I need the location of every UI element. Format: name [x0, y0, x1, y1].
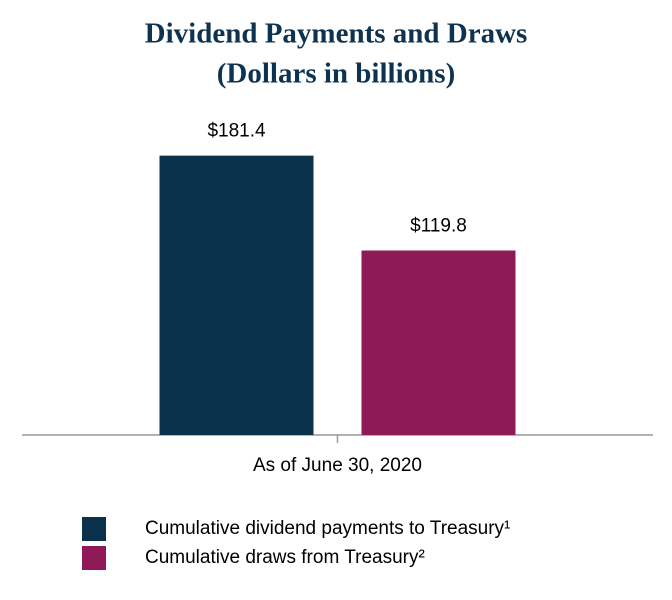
legend-label: Cumulative draws from Treasury²	[145, 547, 425, 568]
chart-subtitle: (Dollars in billions)	[217, 58, 456, 90]
legend-label: Cumulative dividend payments to Treasury…	[145, 518, 510, 539]
value-label: $119.8	[410, 216, 467, 237]
bar	[159, 155, 314, 436]
bar	[361, 250, 516, 435]
legend-swatch	[82, 546, 106, 570]
legend-swatch	[82, 517, 106, 541]
value-label: $181.4	[207, 121, 266, 142]
x-tick-label: As of June 30, 2020	[253, 455, 422, 476]
chart-title: Dividend Payments and Draws	[145, 18, 528, 50]
